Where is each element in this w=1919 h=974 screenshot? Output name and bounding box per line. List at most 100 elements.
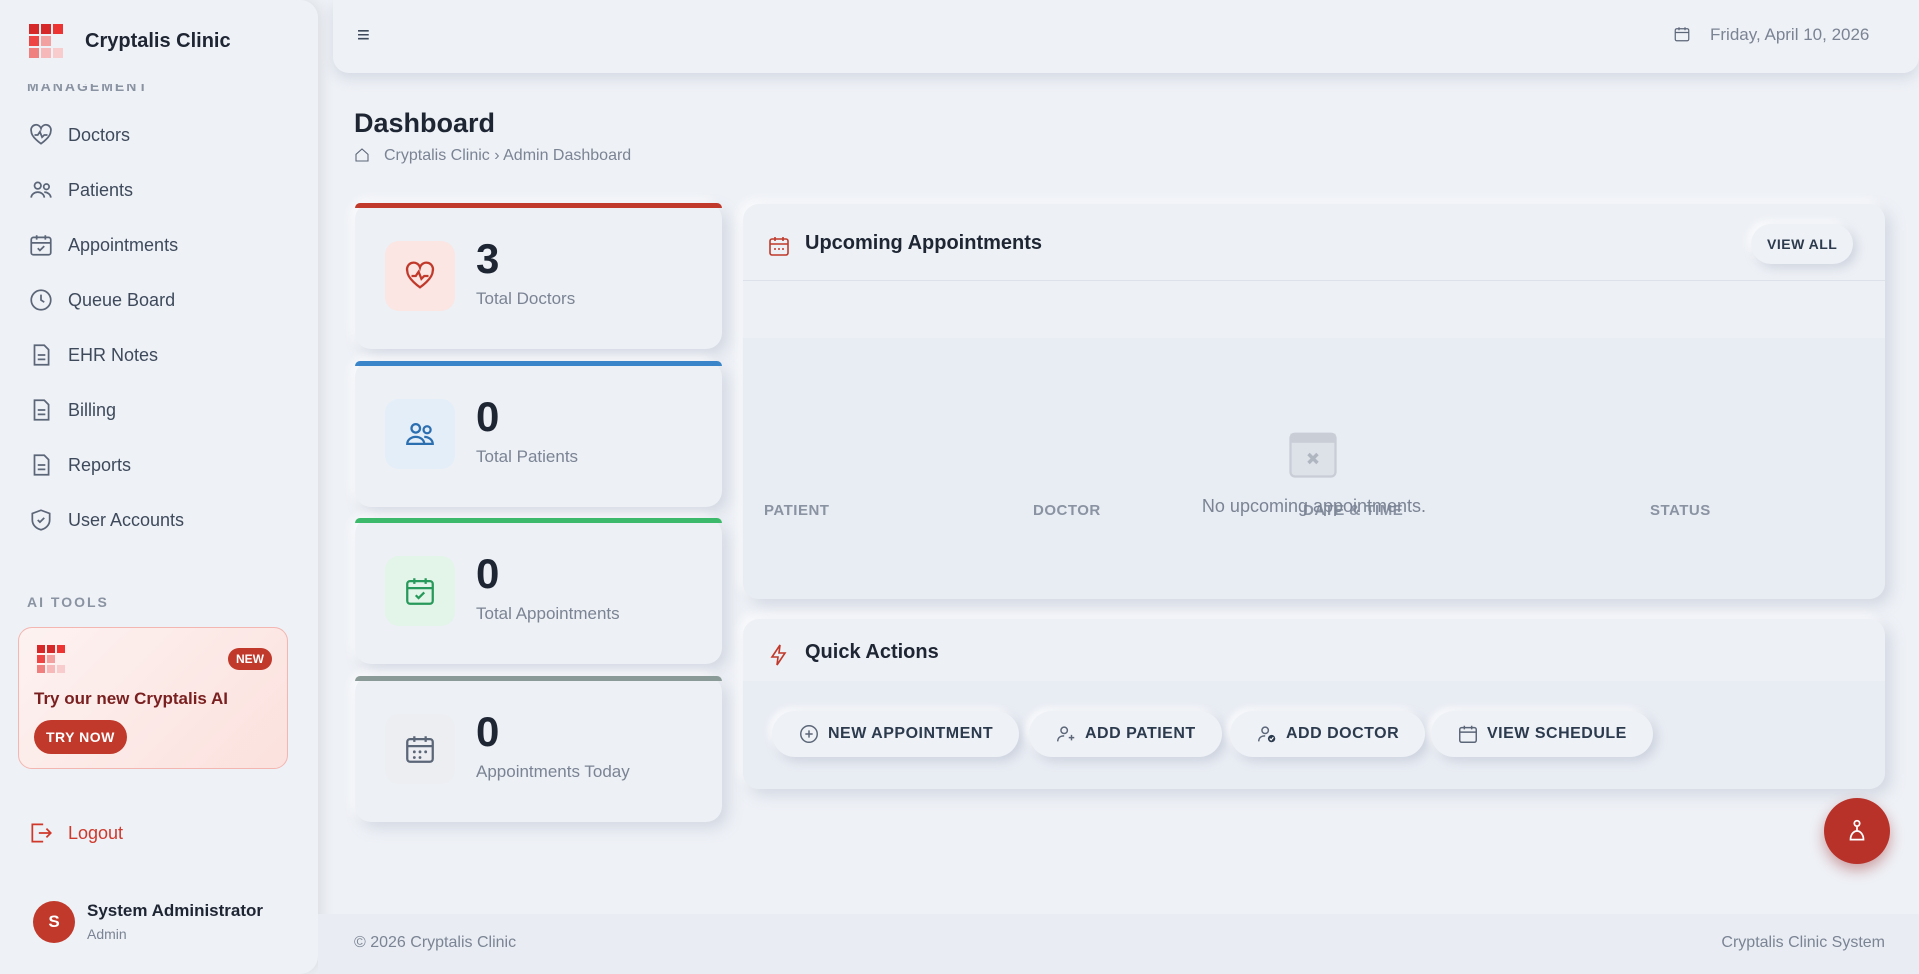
stat-accent <box>355 518 722 523</box>
stat-card: 0 Appointments Today <box>355 676 722 822</box>
stat-value: 3 <box>476 235 500 282</box>
promo-logo <box>37 645 65 673</box>
bolt-icon <box>770 644 787 666</box>
panel-title: Upcoming Appointments <box>805 232 1043 254</box>
sidebar: Cryptalis Clinic MANAGEMENT Doctors Patie… <box>0 0 318 974</box>
stat-icon <box>406 736 434 763</box>
nav-icon <box>30 235 52 256</box>
action-icon <box>1258 726 1276 743</box>
column-header: PATIENT <box>764 502 830 519</box>
quick-action-button[interactable]: VIEW SCHEDULE <box>1431 711 1653 757</box>
nav-label: User Accounts <box>68 509 185 530</box>
stat-label: Total Appointments <box>476 604 620 623</box>
nav-icon <box>30 181 52 198</box>
nav-icon <box>30 123 52 145</box>
nav-label: EHR Notes <box>68 344 159 365</box>
nav-item[interactable]: Doctors <box>28 120 130 150</box>
column-header: DATE & TIME <box>1303 502 1404 519</box>
action-icon <box>1057 726 1075 742</box>
try-now-button[interactable]: TRY NOW <box>34 720 127 754</box>
divider <box>743 280 1885 281</box>
logout[interactable]: Logout <box>28 818 123 848</box>
nav-label: Queue Board <box>68 289 176 310</box>
empty-icon <box>1289 432 1337 478</box>
nav-item[interactable]: Reports <box>28 450 131 480</box>
promo-text: Try our new Cryptalis AI <box>34 689 228 708</box>
stat-icon-box <box>385 241 455 311</box>
stat-icon <box>405 261 435 289</box>
assistant-button[interactable] <box>1824 798 1890 864</box>
action-label: ADD PATIENT <box>1085 725 1196 742</box>
stat-value: 0 <box>476 708 500 755</box>
footer-right: Cryptalis Clinic System <box>1721 934 1885 951</box>
avatar: S <box>33 901 75 943</box>
stat-card: 0 Total Appointments <box>355 518 722 664</box>
nav-icon <box>33 454 50 476</box>
breadcrumb: Cryptalis Clinic › Admin Dashboard <box>384 147 632 164</box>
section-label: AI TOOLS <box>27 594 109 610</box>
topbar: ≡ Friday, April 10, 2026 <box>333 0 1919 73</box>
menu-toggle[interactable]: ≡ <box>357 22 370 47</box>
panel-title: Quick Actions <box>805 641 939 663</box>
brand-name: Cryptalis Clinic <box>85 30 231 52</box>
nav-item[interactable]: EHR Notes <box>28 340 158 370</box>
nav-item[interactable]: Billing <box>28 395 116 425</box>
nav-item[interactable]: User Accounts <box>28 505 184 535</box>
nav-item[interactable]: Queue Board <box>28 285 175 315</box>
user-role: Admin <box>87 926 127 942</box>
stat-accent <box>355 361 722 366</box>
page-title: Dashboard <box>354 108 496 138</box>
action-icon <box>800 725 818 743</box>
panel-icon <box>769 237 789 256</box>
quick-action-button[interactable]: ADD PATIENT <box>1029 711 1222 757</box>
stat-label: Total Patients <box>476 447 579 466</box>
view-all-button[interactable]: VIEW ALL <box>1751 224 1854 264</box>
stat-icon-box <box>385 399 455 469</box>
nav-label: Billing <box>68 399 117 420</box>
nav-item[interactable]: Patients <box>28 175 133 205</box>
stat-accent <box>355 676 722 681</box>
nav-item[interactable]: Appointments <box>28 230 178 260</box>
column-header: DOCTOR <box>1033 502 1101 519</box>
quick-actions-panel: Quick Actions NEW APPOINTMENT ADD PATIENT… <box>743 619 1885 789</box>
stat-value: 0 <box>476 393 500 440</box>
nav-icon <box>30 289 52 311</box>
assistant-icon <box>1849 819 1865 841</box>
stat-label: Appointments Today <box>476 762 630 781</box>
nav-label: Patients <box>68 179 134 200</box>
footer: © 2026 Cryptalis Clinic Cryptalis Clinic… <box>318 914 1919 974</box>
stat-icon <box>406 422 434 446</box>
user-name: System Administrator <box>87 901 264 920</box>
action-icon <box>1459 725 1477 743</box>
logout-label: Logout <box>68 822 124 843</box>
action-label: VIEW SCHEDULE <box>1487 725 1627 742</box>
stat-card: 3 Total Doctors <box>355 203 722 349</box>
stat-value: 0 <box>476 550 500 597</box>
nav-icon <box>31 509 51 531</box>
new-badge: NEW <box>228 648 272 670</box>
nav-icon <box>33 344 50 366</box>
stat-icon-box <box>385 556 455 626</box>
home-icon <box>355 148 369 162</box>
empty-message: No upcoming appointments. <box>1201 496 1427 516</box>
stat-card: 0 Total Patients <box>355 361 722 507</box>
action-label: ADD DOCTOR <box>1286 725 1400 742</box>
logout-icon <box>31 823 52 843</box>
calendar-icon <box>1674 27 1690 42</box>
nav-label: Reports <box>68 454 132 475</box>
stat-accent <box>355 203 722 208</box>
nav-label: Appointments <box>68 234 179 255</box>
quick-action-button[interactable]: ADD DOCTOR <box>1230 711 1426 757</box>
current-date: Friday, April 10, 2026 <box>1710 25 1870 44</box>
footer-left: © 2026 Cryptalis Clinic <box>354 934 517 951</box>
ai-promo: NEW Try our new Cryptalis AI TRY NOW <box>18 627 288 769</box>
brand-header: Cryptalis Clinic <box>0 0 318 84</box>
upcoming-panel: Upcoming Appointments VIEW ALL PATIENT DO… <box>743 204 1885 599</box>
nav-icon <box>33 399 50 421</box>
nav-label: Doctors <box>68 124 131 145</box>
quick-action-button[interactable]: NEW APPOINTMENT <box>772 711 1020 757</box>
column-header: STATUS <box>1650 502 1711 519</box>
logo <box>29 24 63 58</box>
stat-icon <box>406 578 434 605</box>
